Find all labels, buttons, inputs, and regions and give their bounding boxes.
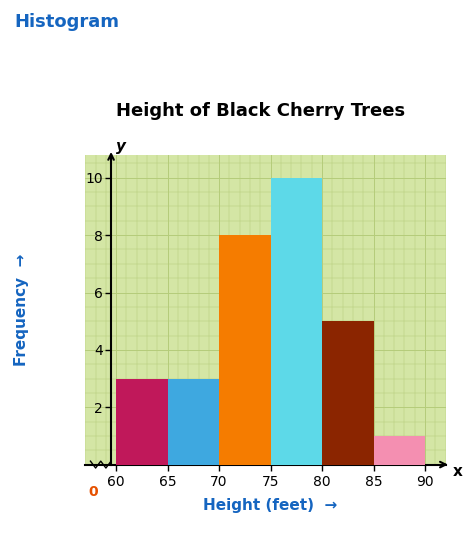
Text: x: x: [453, 464, 463, 479]
Bar: [271, 178, 322, 465]
Text: y: y: [116, 139, 126, 154]
Bar: [168, 379, 219, 465]
Bar: [116, 379, 168, 465]
Bar: [322, 321, 374, 465]
Text: 0: 0: [89, 485, 99, 499]
Bar: [219, 235, 271, 465]
Text: Height (feet)  →: Height (feet) →: [203, 498, 337, 513]
Text: Frequency  →: Frequency →: [14, 254, 29, 366]
Text: Height of Black Cherry Trees: Height of Black Cherry Trees: [116, 102, 405, 120]
Bar: [374, 436, 425, 465]
Text: Histogram: Histogram: [14, 13, 119, 32]
